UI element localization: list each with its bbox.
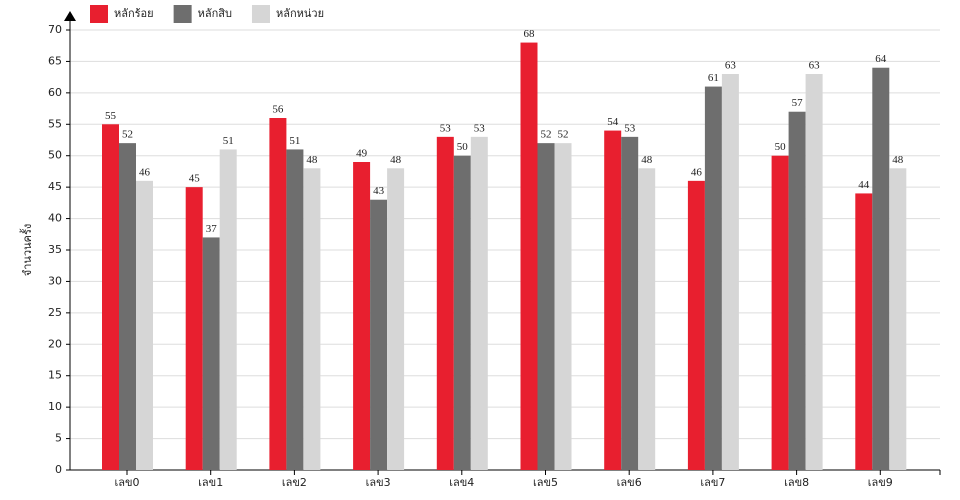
data-label: 52 [558, 129, 569, 141]
bar [119, 143, 136, 470]
y-tick-label: 45 [48, 180, 62, 193]
data-label: 48 [306, 154, 318, 166]
bar [520, 42, 538, 470]
x-tick-label: เลข4 [449, 476, 474, 489]
bar [604, 130, 622, 471]
x-tick-label: เลข3 [366, 476, 391, 489]
bar [202, 237, 220, 470]
data-label: 55 [105, 110, 117, 122]
bar [554, 143, 572, 470]
x-tick-label: เลข5 [533, 476, 558, 489]
data-label: 51 [289, 135, 300, 147]
x-tick-label: เลข9 [868, 476, 893, 489]
y-tick-label: 50 [48, 149, 62, 162]
bar [219, 149, 237, 470]
data-label: 61 [708, 72, 719, 84]
data-label: 50 [457, 141, 469, 153]
data-label: 63 [725, 60, 737, 72]
y-tick-label: 55 [48, 117, 62, 130]
y-tick-label: 10 [48, 400, 62, 413]
y-tick-label: 70 [48, 23, 62, 36]
bar [286, 149, 304, 470]
legend-label: หลักหน่วย [276, 7, 324, 20]
data-label: 49 [356, 148, 368, 160]
axis-arrow [64, 11, 76, 21]
legend-swatch [251, 5, 270, 23]
bar [638, 168, 656, 471]
data-label: 50 [775, 141, 787, 153]
data-label: 53 [440, 122, 452, 134]
bar [721, 74, 739, 470]
y-tick-label: 5 [55, 432, 62, 445]
data-label: 48 [390, 154, 402, 166]
y-tick-label: 65 [48, 54, 62, 67]
bar [470, 136, 488, 470]
bar [353, 162, 371, 470]
bar [453, 155, 471, 470]
y-tick-label: 20 [48, 337, 62, 350]
legend-swatch [90, 5, 108, 23]
bar [370, 199, 388, 470]
bar [788, 111, 806, 470]
data-label: 56 [272, 104, 284, 116]
data-label: 44 [858, 179, 870, 191]
bar [771, 155, 789, 470]
data-label: 52 [122, 129, 133, 141]
bar [805, 74, 823, 470]
x-tick-label: เลข1 [198, 476, 223, 489]
bar [537, 143, 555, 470]
y-tick-label: 40 [48, 212, 62, 225]
data-label: 46 [139, 166, 151, 178]
x-tick-label: เลข2 [282, 476, 307, 489]
y-tick-label: 30 [48, 274, 62, 287]
bar [855, 193, 873, 470]
data-label: 52 [541, 129, 552, 141]
y-tick-label: 35 [48, 243, 62, 256]
x-tick-label: เลข7 [700, 476, 725, 489]
data-label: 45 [189, 173, 201, 185]
bar [687, 180, 705, 470]
x-tick-label: เลข0 [114, 476, 139, 489]
bar [872, 67, 890, 470]
data-label: 53 [474, 122, 486, 134]
y-tick-label: 25 [48, 306, 62, 319]
bar [185, 187, 203, 470]
bar [136, 180, 153, 470]
legend-label: หลักร้อย [114, 7, 154, 20]
y-axis-label: จำนวนครั้ง [19, 224, 34, 276]
bar [387, 168, 405, 471]
bar [303, 168, 321, 471]
bar [621, 136, 639, 470]
bar [269, 118, 287, 470]
data-label: 64 [875, 53, 887, 65]
y-tick-label: 0 [55, 463, 62, 476]
data-label: 53 [624, 122, 636, 134]
legend-label: หลักสิบ [198, 7, 232, 20]
y-tick-label: 15 [48, 369, 62, 382]
x-tick-label: เลข6 [617, 476, 642, 489]
data-label: 57 [792, 97, 804, 109]
data-label: 51 [223, 135, 234, 147]
legend-swatch [173, 5, 192, 23]
data-label: 43 [373, 185, 385, 197]
data-label: 68 [524, 28, 536, 40]
y-tick-label: 60 [48, 86, 62, 99]
bar [704, 86, 722, 471]
data-label: 46 [691, 166, 703, 178]
data-label: 63 [809, 60, 821, 72]
data-label: 48 [892, 154, 904, 166]
data-label: 48 [641, 154, 653, 166]
bar [436, 136, 454, 470]
bar [102, 124, 119, 471]
bar [889, 168, 907, 471]
data-label: 37 [206, 223, 218, 235]
x-tick-label: เลข8 [784, 476, 809, 489]
data-label: 54 [607, 116, 619, 128]
